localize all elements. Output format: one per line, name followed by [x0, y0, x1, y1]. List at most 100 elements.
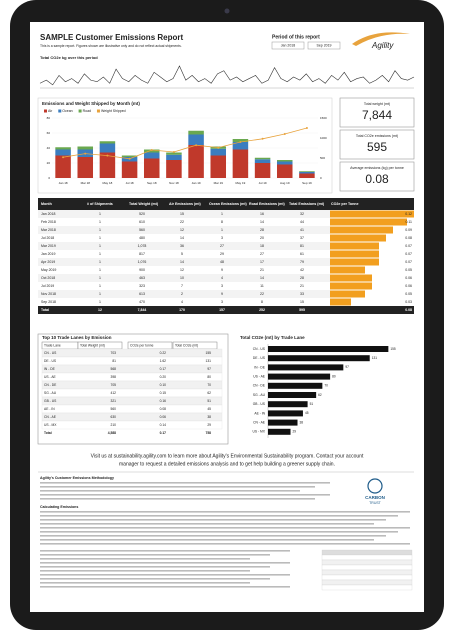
total-cell: 12: [98, 308, 102, 312]
sparkline-title: Total CO2e kg over this period: [40, 55, 98, 60]
cell: Mar 2019: [41, 244, 56, 248]
mini-table-row: [321, 574, 413, 581]
bar-segment: [99, 143, 116, 153]
lane-value: 38: [300, 420, 304, 424]
x-tick-label: May 19: [235, 181, 245, 185]
cell: May 2019: [41, 268, 56, 272]
x-tick-label: Sep 19: [302, 181, 312, 185]
cell: Oct 2018: [41, 276, 55, 280]
lane-bar: [268, 392, 317, 398]
lanes-cell: DE - US: [44, 359, 57, 363]
cell: 7: [181, 284, 183, 288]
cell: 0.03: [405, 300, 412, 304]
total-cell: 157: [219, 308, 225, 312]
lanes-total: 4,588: [108, 431, 116, 435]
text-line: [40, 515, 398, 517]
per-tonne-bar: [330, 234, 386, 242]
weight-point: [217, 146, 220, 149]
bar-segment: [166, 152, 182, 155]
bar-segment: [121, 161, 138, 178]
lanes-cell: AE - IN: [44, 407, 55, 411]
cell: 1: [99, 212, 101, 216]
logo: Agility: [371, 41, 394, 50]
per-tonne-bar: [330, 210, 414, 218]
lane-chart-title: Total CO2e (mt) by Trade Lane: [240, 335, 305, 340]
x-tick-label: Jan 18: [59, 181, 68, 185]
bar-segment: [121, 155, 138, 157]
lane-bar: [268, 373, 331, 380]
cell: 1: [99, 220, 101, 224]
table-row: [38, 274, 330, 282]
bar-segment: [299, 171, 315, 172]
cell: 0.05: [405, 268, 412, 272]
lanes-cell: 568: [110, 367, 116, 371]
table-row: [38, 226, 330, 234]
cell: 3: [221, 236, 223, 240]
cell: 36: [180, 244, 184, 248]
trust-label: TRUST: [369, 501, 382, 505]
per-tonne-bar: [330, 298, 351, 306]
period-label: Period of this report: [272, 34, 320, 40]
cell: 9: [221, 292, 223, 296]
lane-label: US - MX: [253, 430, 266, 434]
cell: 1: [99, 244, 101, 248]
text-line: [40, 490, 300, 492]
bar-segment: [188, 130, 204, 135]
lane-bar: [268, 410, 303, 417]
lane-value: 29: [293, 430, 297, 434]
bar-segment: [143, 152, 160, 159]
cell: 4: [221, 276, 223, 280]
weight-point: [128, 157, 131, 160]
weight-point: [195, 144, 198, 147]
text-line: [40, 586, 290, 588]
weight-point: [106, 154, 109, 157]
weight-point: [305, 127, 308, 129]
legend-label: Ocean: [62, 109, 72, 113]
lanes-cell: 1.62: [160, 359, 167, 363]
bar-segment: [232, 142, 249, 150]
lanes-total: Total: [44, 431, 52, 435]
cell: 27: [220, 244, 224, 248]
lanes-cell: 70: [207, 383, 211, 387]
cell: 8: [221, 220, 223, 224]
weight-point: [172, 151, 175, 153]
lanes-row: [41, 380, 223, 390]
y-tick-label: 60: [47, 131, 51, 135]
weight-point: [261, 137, 264, 140]
lanes-cell: 630: [110, 415, 116, 419]
cell: 3: [221, 300, 223, 304]
cell: 480: [139, 236, 145, 240]
cell: 14: [260, 220, 264, 224]
column-header: CO2e per Tonne: [331, 202, 359, 206]
lanes-cell: 0.17: [160, 367, 167, 371]
total-row: [38, 306, 414, 314]
table-row: [38, 242, 330, 250]
cell: 1: [221, 228, 223, 232]
legend-label: Weight Shipped: [101, 109, 126, 113]
visit-text: manager to request a detailed emissions …: [119, 461, 335, 467]
cell: 14: [180, 260, 184, 264]
per-tonne-bar: [330, 274, 372, 282]
bar-segment: [143, 158, 160, 178]
table-row: [38, 218, 330, 226]
lane-label: CN - AE: [253, 420, 266, 424]
lanes-cell: 80: [207, 375, 211, 379]
cell: 44: [300, 220, 304, 224]
cell: 22: [260, 292, 264, 296]
y2-tick-label: 1000: [320, 136, 327, 140]
cell: 1: [99, 276, 101, 280]
cell: 817: [139, 252, 145, 256]
lanes-cell: 412: [110, 391, 116, 395]
column-header: Ocean Emissions (mt): [209, 202, 248, 206]
table-row: [38, 298, 330, 306]
text-line: [40, 523, 374, 525]
lanes-cell: 45: [207, 407, 211, 411]
weight-point: [84, 152, 87, 155]
cell: 1: [99, 260, 101, 264]
bar-segment: [188, 145, 204, 178]
mini-table-row: [321, 559, 413, 566]
cell: 33: [300, 292, 304, 296]
cell: 9: [221, 268, 223, 272]
cell: 463: [139, 276, 145, 280]
cell: 0.08: [405, 236, 412, 240]
